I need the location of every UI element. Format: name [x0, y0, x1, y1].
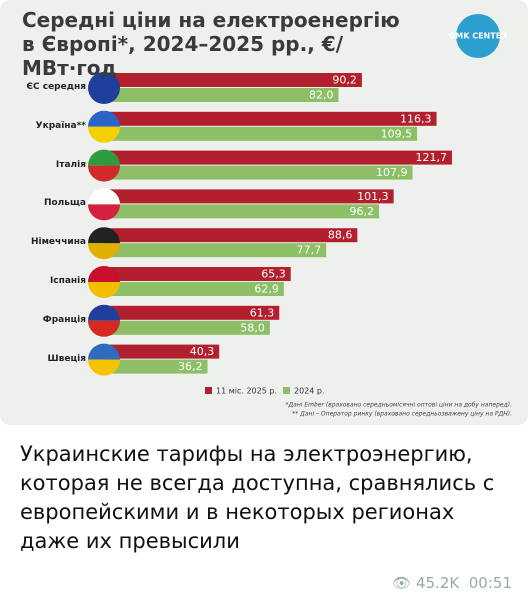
legend-label: 2024 р. [294, 387, 325, 396]
time: 00:51 [468, 574, 512, 592]
value-label: 77,7 [297, 244, 322, 257]
message-meta: 👁 45.2K 00:51 [392, 574, 512, 592]
value-label: 121,7 [415, 151, 447, 164]
value-label: 107,9 [376, 166, 408, 179]
category-label: Франція [42, 314, 86, 325]
flag [88, 359, 120, 376]
value-label: 61,3 [250, 306, 275, 319]
legend-label: 11 міс. 2025 р. [216, 387, 277, 396]
flag [88, 149, 120, 166]
bar [104, 320, 270, 335]
bar [104, 305, 280, 320]
category-label: Іспанія [49, 276, 86, 286]
bar [104, 88, 339, 102]
category-label: Італія [55, 159, 86, 170]
value-label: 36,2 [178, 360, 203, 373]
views: 45.2K [415, 574, 460, 592]
flag [88, 204, 120, 221]
bar [104, 344, 220, 359]
bar [104, 282, 284, 296]
footnote: ** Дані – Оператор ринку (враховано сере… [292, 411, 512, 418]
flag [88, 320, 120, 337]
bar [104, 189, 394, 204]
value-label: 58,0 [240, 321, 265, 334]
bar [104, 73, 362, 87]
flag [88, 304, 120, 321]
chart-title: Середні ціни на електроенергію в Європі*… [22, 8, 400, 80]
flag [88, 266, 120, 282]
logo: GMK CENTER [449, 32, 508, 41]
flag [88, 227, 120, 244]
flag [88, 243, 120, 260]
value-label: 90,2 [332, 74, 357, 87]
value-label: 109,5 [381, 127, 413, 140]
category-label: Україна** [35, 120, 86, 131]
value-label: 40,3 [190, 345, 215, 358]
flag [88, 165, 120, 182]
legend-swatch [283, 387, 290, 394]
bar [104, 165, 413, 180]
bar [104, 359, 208, 374]
logo-circle [456, 14, 500, 58]
category-label: Польща [43, 198, 86, 209]
value-label: 101,3 [357, 190, 389, 203]
value-label: 82,0 [309, 89, 334, 102]
value-label: 65,3 [261, 268, 286, 281]
bar [104, 126, 418, 141]
message-text: Украинские тарифы на электроэнергию, кот… [20, 442, 495, 553]
flag [88, 282, 120, 298]
bar [104, 204, 380, 219]
bar [104, 228, 358, 243]
value-label: 96,2 [350, 205, 375, 218]
value-label: 88,6 [328, 229, 353, 242]
flag [88, 72, 120, 88]
legend-swatch [205, 387, 212, 394]
bar [104, 150, 452, 165]
flag [88, 88, 120, 104]
value-label: 116,3 [400, 112, 432, 125]
flag [88, 126, 120, 143]
footnote: *Дані Ember (враховано середньомісячні о… [285, 402, 512, 409]
category-label: ЄС середня [26, 82, 86, 92]
category-label: Німеччина [30, 237, 86, 248]
flag [88, 110, 120, 127]
flag [88, 188, 120, 205]
value-label: 62,9 [254, 283, 279, 296]
chart-card: GMK CENTER 90,2 82,0 116,3 109,5 121,7 107,9 1… [0, 0, 528, 425]
bar [104, 111, 437, 126]
bar [104, 267, 291, 281]
bar [104, 243, 327, 258]
flag [88, 343, 120, 360]
category-label: Швеція [47, 353, 86, 364]
